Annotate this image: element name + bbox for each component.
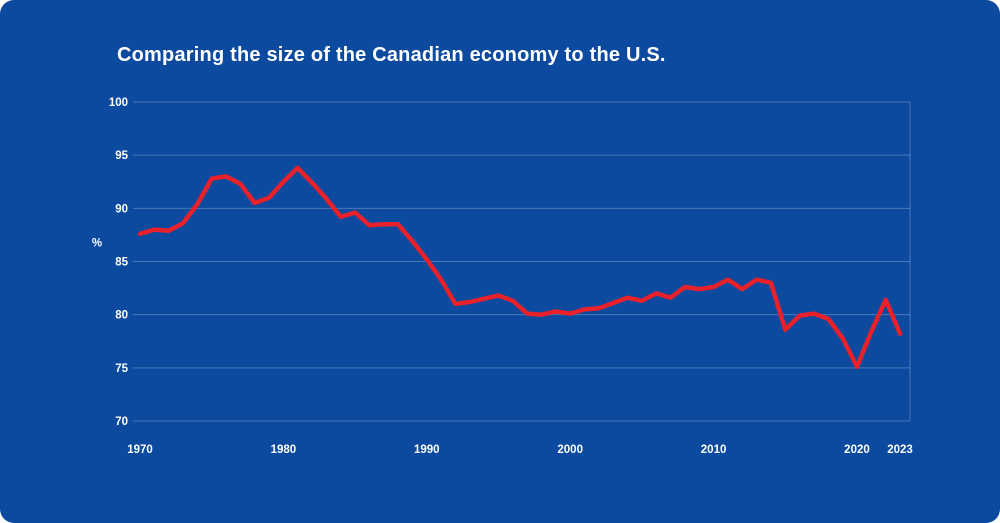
y-tick-label: 70: [115, 416, 128, 428]
y-tick-label: 100: [109, 97, 128, 109]
x-tick-label: 2020: [844, 444, 870, 456]
y-tick-label: 75: [115, 363, 128, 375]
data-line-canada-vs-us: [137, 165, 903, 370]
gridlines: [133, 101, 911, 422]
y-axis-labels: 70 75 80 85 90 95 100: [109, 97, 129, 428]
x-tick-label: 2023: [887, 444, 913, 456]
x-tick-label: 2000: [557, 444, 583, 456]
y-tick-label: 95: [115, 150, 128, 162]
x-axis-labels: 1970 1980 1990 2000 2010 2020 2023: [127, 444, 913, 456]
x-tick-label: 2010: [701, 444, 727, 456]
y-tick-label: 85: [115, 257, 128, 269]
x-tick-label: 1980: [271, 444, 297, 456]
x-tick-label: 1970: [127, 444, 153, 456]
y-tick-label: 90: [115, 203, 128, 215]
chart-title: Comparing the size of the Canadian econo…: [117, 44, 666, 66]
x-tick-label: 1990: [414, 444, 440, 456]
y-axis-title: %: [92, 238, 102, 250]
y-tick-label: 80: [115, 310, 128, 322]
